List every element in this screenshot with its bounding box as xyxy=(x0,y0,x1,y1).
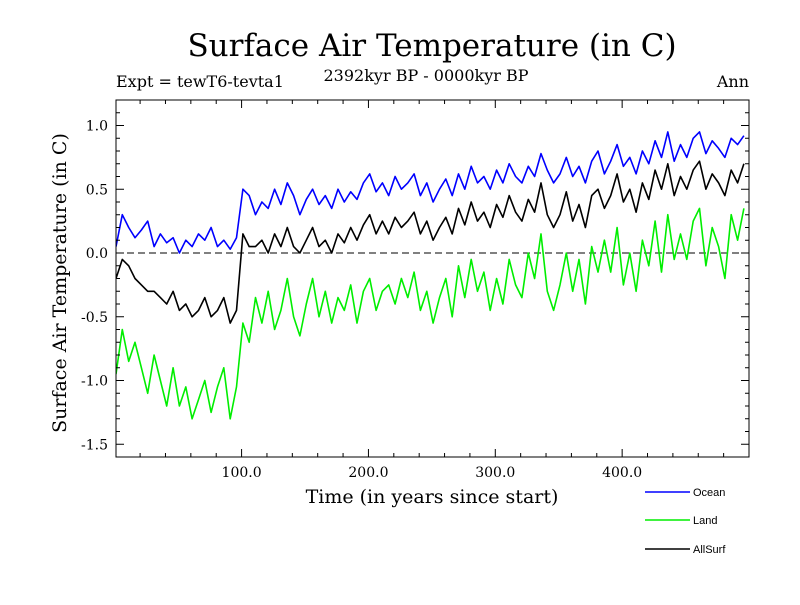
series-line-land xyxy=(116,207,745,420)
series-line-ocean xyxy=(116,131,745,254)
legend-label-land: Land xyxy=(693,515,717,527)
time-range-label: 2392kyr BP - 0000kyr BP xyxy=(324,66,529,85)
legend: Ocean Land AllSurf xyxy=(645,487,726,556)
x-tick-label: 200.0 xyxy=(348,465,388,481)
y-tick-label: -1.0 xyxy=(81,374,108,390)
y-tick-label: -0.5 xyxy=(81,310,108,326)
x-tick-label: 400.0 xyxy=(602,465,642,481)
plot-frame xyxy=(115,99,750,458)
legend-label-allsurf: AllSurf xyxy=(693,544,726,556)
x-tick-label: 100.0 xyxy=(222,465,262,481)
y-axis-label: Surface Air Temperature (in C) xyxy=(49,133,71,433)
x-tick-label: 300.0 xyxy=(475,465,515,481)
y-tick-label: 0.0 xyxy=(86,246,108,262)
season-label: Ann xyxy=(716,72,749,91)
series-line-allsurf xyxy=(116,160,745,324)
chart-title: Surface Air Temperature (in C) xyxy=(187,28,676,64)
legend-label-ocean: Ocean xyxy=(693,487,725,499)
y-tick-label: 0.5 xyxy=(86,182,108,198)
y-tick-label: -1.5 xyxy=(81,437,108,453)
x-axis-label: Time (in years since start) xyxy=(306,486,559,508)
y-tick-label: 1.0 xyxy=(86,119,108,135)
plot-area xyxy=(116,131,749,420)
experiment-label: Expt = tewT6-tevta1 xyxy=(116,72,284,91)
